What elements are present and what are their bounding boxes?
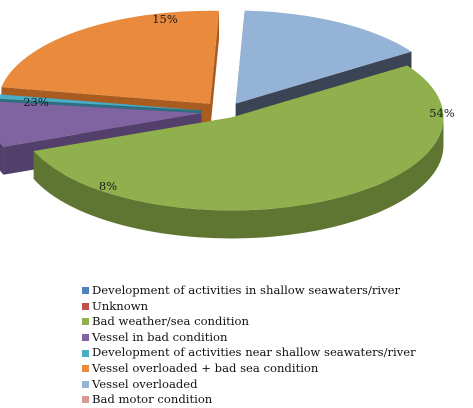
legend-swatch	[82, 287, 89, 295]
slice-rim	[0, 142, 4, 175]
legend-label: Unknown	[92, 298, 149, 313]
pie-slice-bad-weather-sea-condition	[33, 65, 444, 239]
pie-chart: 54% 8% 23% 15%	[0, 10, 455, 239]
legend: Development of activities in shallow sea…	[82, 283, 416, 408]
legend-item-vessel-overloaded-bad-sea-condition: Vessel overloaded + bad sea condition	[82, 361, 416, 377]
legend-swatch	[82, 365, 89, 373]
slice-top	[33, 65, 444, 211]
legend-swatch	[82, 349, 89, 357]
data-label-vessel-in-bad-condition: 8%	[99, 179, 117, 193]
data-label-bad-weather-sea-condition: 54%	[429, 106, 455, 120]
slice-top	[0, 94, 202, 111]
legend-label: Development of activities near shallow s…	[92, 345, 416, 360]
legend-label: Development of activities in shallow sea…	[92, 283, 401, 297]
legend-item-bad-weather-sea-condition: Bad weather/sea condition	[82, 314, 416, 330]
legend-swatch	[82, 396, 89, 404]
slice-top	[235, 10, 412, 104]
legend-item-vessel-overloaded: Vessel overloaded	[82, 377, 416, 393]
legend-swatch	[82, 334, 89, 342]
legend-item-unknown: Unknown	[82, 299, 416, 315]
legend-swatch	[82, 380, 89, 388]
data-label-vessel-overloaded: 15%	[152, 12, 178, 26]
legend-item-bad-motor-condition: Bad motor condition	[82, 392, 416, 408]
legend-item-development-of-activities-in-shallow-seawaters-river: Development of activities in shallow sea…	[82, 283, 416, 299]
legend-item-vessel-in-bad-condition: Vessel in bad condition	[82, 330, 416, 346]
slice-top	[1, 10, 220, 104]
slice-wall-end	[210, 10, 219, 132]
legend-label: Vessel overloaded + bad sea condition	[92, 360, 319, 375]
slice-rim	[33, 117, 444, 239]
legend-label: Bad weather/sea condition	[92, 314, 249, 329]
legend-label: Vessel overloaded	[92, 376, 198, 391]
legend-swatch	[82, 318, 89, 326]
data-label-vessel-overloaded-bad-sea-condition: 23%	[23, 95, 49, 109]
legend-label: Vessel in bad condition	[92, 329, 228, 344]
slice-top	[0, 101, 202, 147]
legend-label: Bad motor condition	[92, 392, 213, 407]
legend-item-development-of-activities-near-shallow-seawaters-river: Development of activities near shallow s…	[82, 345, 416, 361]
legend-swatch	[82, 302, 89, 310]
